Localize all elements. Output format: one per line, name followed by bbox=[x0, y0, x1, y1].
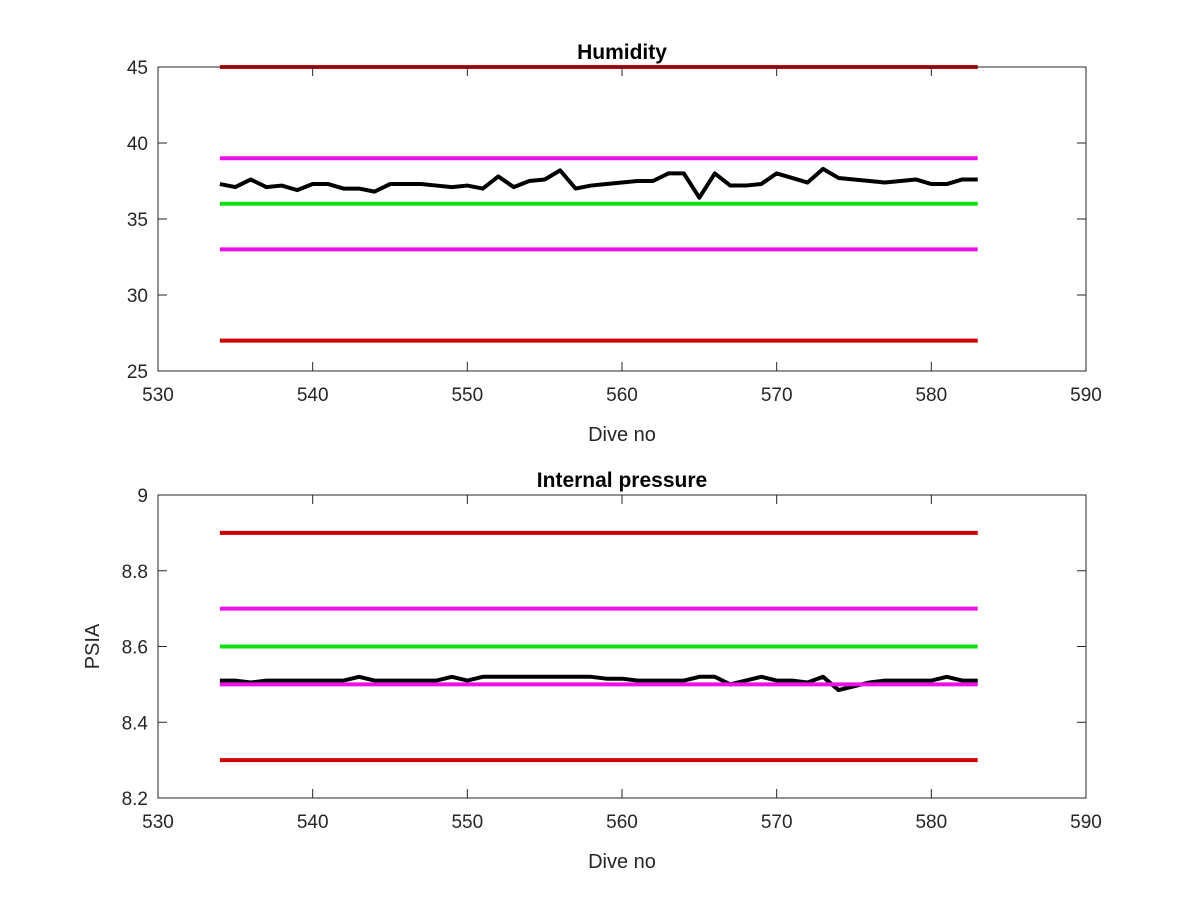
y-tick-label: 40 bbox=[127, 134, 148, 155]
x-tick-label: 590 bbox=[1070, 812, 1102, 833]
chart-title: Internal pressure bbox=[537, 469, 707, 492]
x-tick-label: 570 bbox=[761, 385, 793, 406]
y-tick-label: 30 bbox=[127, 286, 148, 307]
x-tick-label: 580 bbox=[915, 385, 947, 406]
y-tick-label: 35 bbox=[127, 210, 148, 231]
x-tick-label: 550 bbox=[451, 812, 483, 833]
x-tick-label: 540 bbox=[297, 385, 329, 406]
y-tick-label: 8.2 bbox=[122, 789, 148, 810]
x-tick-label: 540 bbox=[297, 812, 329, 833]
axes-box bbox=[157, 66, 1087, 372]
series-line-4 bbox=[219, 674, 978, 693]
series-line-6 bbox=[219, 166, 978, 200]
chart-title: Humidity bbox=[577, 41, 667, 64]
chart-panel-1: 530 540 550 560 570 580 590 25 30 35 40 45 Humidity D… bbox=[127, 41, 1102, 446]
x-tick-label: 530 bbox=[142, 812, 174, 833]
y-tick-label: 45 bbox=[127, 58, 148, 79]
y-tick-label: 9 bbox=[137, 486, 148, 507]
x-axis-label: Dive no bbox=[588, 851, 656, 873]
x-tick-label: 590 bbox=[1070, 385, 1102, 406]
x-tick-label: 560 bbox=[606, 385, 638, 406]
y-tick-label: 8.4 bbox=[122, 713, 149, 734]
y-tick-label: 8.6 bbox=[122, 638, 148, 659]
x-tick-label: 560 bbox=[606, 812, 638, 833]
y-axis-label: PSIA bbox=[82, 623, 104, 669]
x-tick-label: 570 bbox=[761, 812, 793, 833]
chart-panel-2: 530 540 550 560 570 580 590 8.2 8.4 8.6 8.8 9 Intern… bbox=[82, 469, 1102, 873]
x-tick-label: 530 bbox=[142, 385, 174, 406]
y-tick-label: 25 bbox=[127, 362, 148, 383]
x-axis-label: Dive no bbox=[588, 424, 656, 446]
y-tick-label: 8.8 bbox=[122, 562, 148, 583]
x-tick-label: 580 bbox=[915, 812, 947, 833]
x-tick-label: 550 bbox=[451, 385, 483, 406]
